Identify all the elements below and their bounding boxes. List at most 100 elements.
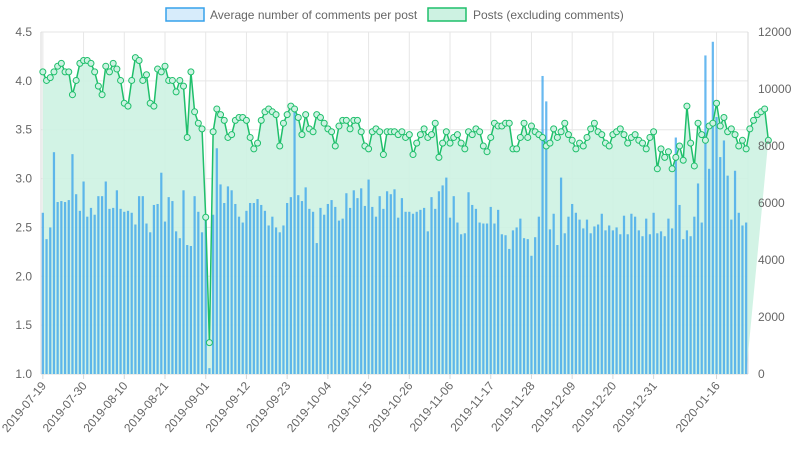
comments-bar[interactable] [704,55,707,374]
posts-point[interactable] [716,122,724,130]
comments-bar[interactable] [626,234,629,374]
posts-point[interactable] [283,111,291,119]
comments-bar[interactable] [282,225,285,374]
posts-point[interactable] [653,165,661,173]
comments-bar[interactable] [308,208,311,374]
comments-bar[interactable] [622,215,626,374]
comments-bar[interactable] [608,225,611,374]
comments-bar[interactable] [596,224,600,375]
comments-bar[interactable] [563,233,566,374]
posts-point[interactable] [376,128,384,136]
posts-point[interactable] [87,59,95,67]
comments-bar[interactable] [489,206,492,374]
posts-point[interactable] [139,76,147,84]
posts-point[interactable] [157,68,165,76]
comments-bar[interactable] [737,212,740,374]
posts-point[interactable] [750,116,758,124]
posts-point[interactable] [731,131,739,139]
comments-bar[interactable] [374,216,378,374]
posts-point[interactable] [209,128,217,136]
comments-bar[interactable] [526,239,529,374]
comments-bar[interactable] [534,237,537,374]
comments-bar[interactable] [719,157,722,374]
posts-point[interactable] [205,339,213,347]
comments-bar[interactable] [274,227,278,374]
posts-point[interactable] [646,133,654,141]
comments-bar[interactable] [119,208,122,374]
comments-bar[interactable] [371,206,374,374]
legend-item-posts[interactable]: Posts (excluding comments) [427,7,624,22]
comments-bar[interactable] [589,233,592,374]
posts-point[interactable] [720,114,728,121]
comments-bar[interactable] [360,188,363,374]
posts-point[interactable] [168,76,176,84]
comments-bar[interactable] [234,203,237,374]
comments-bar[interactable] [260,204,263,374]
comments-bar[interactable] [619,234,622,374]
posts-point[interactable] [198,125,206,133]
comments-bar[interactable] [141,196,144,374]
comments-bar[interactable] [49,227,52,374]
legend-item-comments[interactable]: Average number of comments per post [165,7,418,22]
comments-bar[interactable] [578,219,581,374]
comments-bar[interactable] [330,200,333,374]
posts-point[interactable] [553,133,561,141]
comments-bar[interactable] [663,236,666,374]
comments-bar[interactable] [633,216,637,374]
posts-point[interactable] [228,131,236,139]
posts-point[interactable] [672,153,680,161]
comments-bar[interactable] [722,140,726,374]
comments-bar[interactable] [167,197,170,374]
posts-point[interactable] [335,122,343,130]
comments-bar[interactable] [671,228,674,374]
posts-point[interactable] [713,99,721,107]
comments-bar[interactable] [593,226,596,374]
posts-point[interactable] [761,105,769,113]
comments-bar[interactable] [289,197,292,374]
posts-point[interactable] [161,62,169,70]
comments-bar[interactable] [252,203,255,374]
posts-point[interactable] [439,139,447,147]
comments-bar[interactable] [452,196,455,374]
comments-bar[interactable] [600,213,603,374]
comments-bar[interactable] [75,194,78,374]
comments-bar[interactable] [682,239,685,374]
comments-bar[interactable] [652,212,655,374]
comments-bar[interactable] [478,222,481,374]
comments-bar[interactable] [304,187,307,374]
posts-point[interactable] [109,59,117,67]
posts-point[interactable] [468,131,476,139]
comments-bar[interactable] [82,181,85,375]
comments-bar[interactable] [311,211,315,374]
posts-point[interactable] [642,145,650,153]
comments-bar[interactable] [471,204,474,374]
posts-point[interactable] [187,68,195,76]
comments-bar[interactable] [456,222,459,374]
comments-bar[interactable] [326,203,329,374]
comments-bar[interactable] [67,200,70,374]
comments-bar[interactable] [604,230,607,374]
posts-point[interactable] [524,133,532,141]
posts-point[interactable] [316,114,324,121]
comments-bar[interactable] [123,211,126,374]
comments-bar[interactable] [219,184,222,374]
comments-bar[interactable] [193,196,196,374]
comments-bar[interactable] [315,243,318,374]
comments-bar[interactable] [711,41,714,375]
comments-bar[interactable] [186,245,189,374]
comments-bar[interactable] [156,203,159,374]
posts-point[interactable] [320,119,328,127]
comments-bar[interactable] [160,172,163,374]
comments-bar[interactable] [630,213,633,374]
comments-bar[interactable] [530,255,533,374]
posts-point[interactable] [180,82,188,90]
posts-point[interactable] [413,139,421,147]
posts-point[interactable] [690,162,698,170]
comments-bar[interactable] [582,228,585,374]
posts-point[interactable] [331,142,339,150]
comments-bar[interactable] [293,109,296,374]
comments-bar[interactable] [334,206,337,374]
comments-bar[interactable] [545,101,548,374]
posts-point[interactable] [416,131,424,139]
posts-point[interactable] [476,128,484,136]
